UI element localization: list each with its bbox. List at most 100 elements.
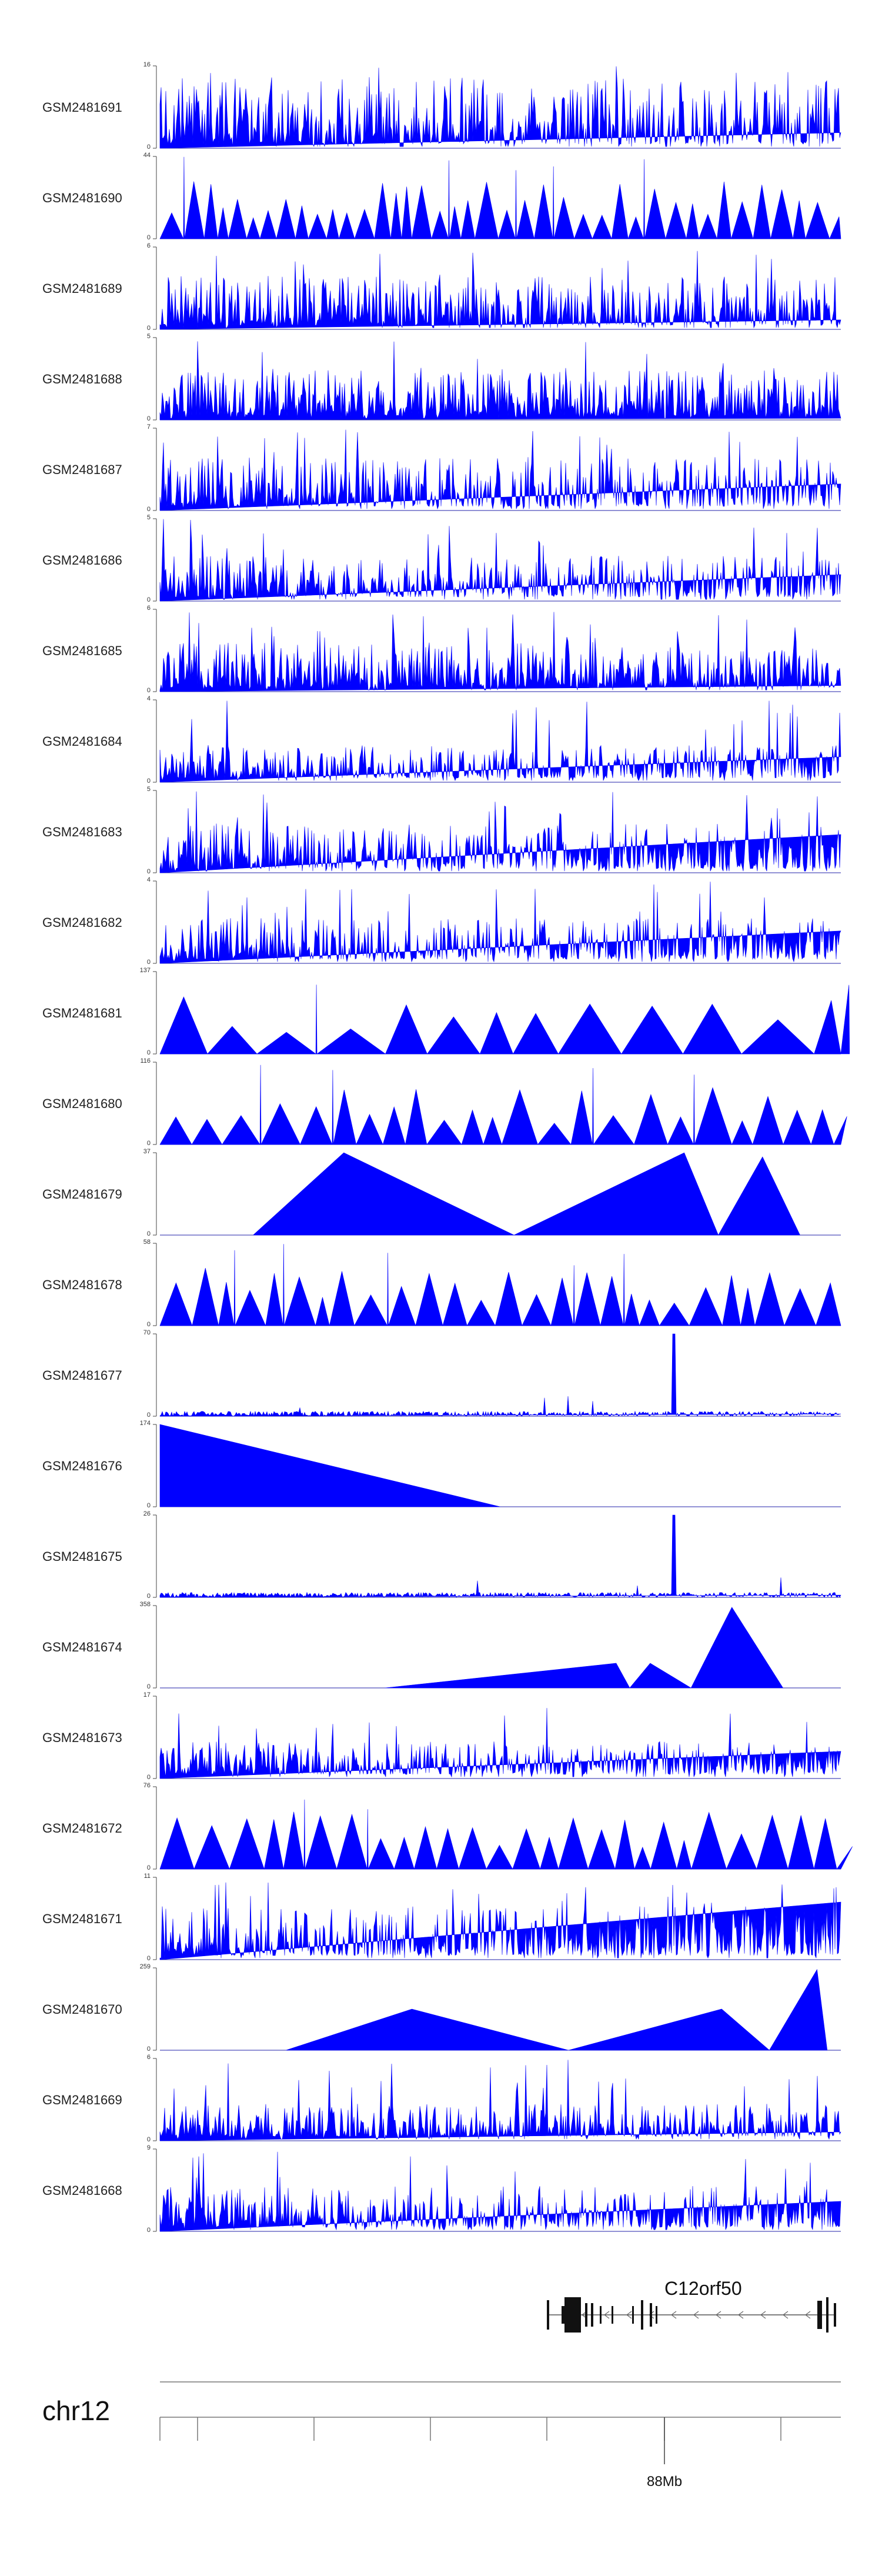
track-label: GSM2481675 [42,1549,122,1564]
coverage-signal [159,1708,841,1779]
exon [585,2303,587,2327]
track-label: GSM2481685 [42,643,122,658]
track-label: GSM2481686 [42,553,122,568]
y-tick-label-min: 0 [146,1049,151,1056]
strand-arrow [626,2311,632,2319]
y-tick-label-max: 17 [143,1691,151,1699]
gene-label: C12orf50 [664,2278,742,2299]
exon [650,2303,652,2327]
y-tick-label-max: 6 [146,605,151,612]
chromosome-ideogram [159,2381,841,2464]
y-tick-label-min: 0 [146,1140,151,1147]
y-tick-label-max: 137 [139,967,151,974]
track-GSM2481681 [153,971,850,1055]
track-label: GSM2481671 [42,1911,122,1926]
exon [547,2300,549,2330]
exon [826,2297,828,2333]
track-GSM2481678 [153,1243,841,1327]
coverage-signal [159,2151,841,2232]
track-GSM2481676 [153,1424,841,1507]
exon [641,2300,643,2330]
track-label: GSM2481678 [42,1277,122,1292]
y-tick-label-min: 0 [146,1864,151,1871]
track-label: GSM2481670 [42,2002,122,2017]
y-tick-label-max: 6 [146,242,151,249]
y-tick-label-min: 0 [146,778,151,785]
y-tick-label-min: 0 [146,1593,151,1600]
coverage-signal [159,1799,853,1870]
coverage-signal [159,66,841,149]
track-label: GSM2481691 [42,100,122,115]
coverage-signal [159,341,841,421]
y-tick-label-min: 0 [146,687,151,694]
y-tick-label-max: 259 [139,1963,151,1970]
y-tick-label-min: 0 [146,1774,151,1781]
track-label: GSM2481668 [42,2183,122,2198]
y-tick-label-min: 0 [146,959,151,966]
coverage-signal [252,1152,800,1236]
track-label: GSM2481669 [42,2093,122,2107]
track-GSM2481687 [153,428,841,511]
y-tick-label-min: 0 [146,1955,151,1962]
track-GSM2481668 [153,2148,841,2232]
coverage-signal [159,985,850,1055]
track-GSM2481671 [153,1877,841,1960]
coverage-signal [159,791,841,873]
strand-arrow [716,2311,721,2319]
track-GSM2481691 [153,65,841,149]
coverage-signal [159,1514,841,1599]
exon [612,2306,613,2324]
coverage-signal [159,882,841,964]
y-tick-label-min: 0 [146,1502,151,1509]
y-tick-label-max: 6 [146,2054,151,2061]
track-label: GSM2481681 [42,1006,122,1020]
y-tick-label-min: 0 [146,1321,151,1328]
y-tick-label-min: 0 [146,1230,151,1237]
track-GSM2481689 [153,246,841,330]
coverage-signal [159,251,841,330]
coverage-signal [159,1065,847,1145]
coverage-signal [159,1882,841,1960]
coverage-signal [159,519,841,602]
track-GSM2481690 [153,156,841,240]
y-tick-label-max: 70 [143,1329,151,1336]
y-tick-label-min: 0 [146,415,151,422]
track-label: GSM2481676 [42,1459,122,1473]
strand-arrow [760,2311,766,2319]
track-GSM2481672 [153,1786,853,1870]
strand-arrow [738,2311,744,2319]
coverage-signal [385,1607,784,1689]
y-tick-label-max: 44 [143,152,151,159]
y-tick-label-max: 11 [143,1873,151,1880]
track-GSM2481669 [153,2058,841,2141]
y-tick-label-max: 5 [146,786,151,793]
coverage-signal [159,700,841,783]
y-tick-label-max: 4 [146,695,151,702]
track-label: GSM2481680 [42,1096,122,1111]
exon [632,2306,634,2324]
track-label: GSM2481674 [42,1640,122,1654]
y-tick-label-min: 0 [146,144,151,151]
track-label: GSM2481684 [42,734,122,749]
coverage-signal [159,156,841,240]
track-GSM2481682 [153,880,841,964]
y-tick-label-max: 76 [143,1782,151,1789]
coverage-tracks [153,65,853,2232]
y-tick-label-max: 16 [143,61,151,68]
exon [600,2306,602,2324]
y-tick-label-max: 4 [146,876,151,883]
track-GSM2481670 [153,1967,841,2051]
y-tick-label-min: 0 [146,234,151,241]
track-GSM2481684 [153,699,841,783]
y-tick-label-max: 116 [140,1057,151,1065]
exon [656,2306,657,2324]
axis-tick-label: 88Mb [647,2474,683,2490]
y-tick-label-max: 358 [139,1601,151,1608]
track-label: GSM2481690 [42,191,122,205]
track-GSM2481675 [153,1514,841,1599]
y-tick-label-max: 7 [146,423,151,431]
y-tick-label-min: 0 [146,2136,151,2143]
y-tick-label-max: 37 [143,1148,151,1155]
track-label: GSM2481677 [42,1368,122,1383]
y-tick-label-max: 5 [146,514,151,521]
